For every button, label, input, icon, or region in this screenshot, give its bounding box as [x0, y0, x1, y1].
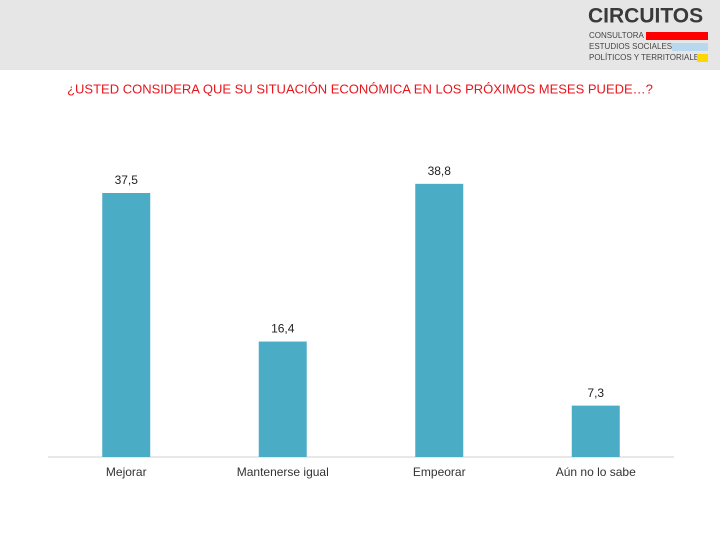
- logo-stripe: [672, 43, 708, 51]
- value-label: 37,5: [115, 173, 139, 187]
- chart-title: ¿USTED CONSIDERA QUE SU SITUACIÓN ECONÓM…: [67, 81, 653, 96]
- x-tick-label: Empeorar: [413, 465, 466, 479]
- value-label: 16,4: [271, 322, 295, 336]
- logo-stripe: [697, 54, 708, 62]
- tagline: CONSULTORA DE: [589, 31, 657, 40]
- bar: [258, 341, 307, 457]
- logo-stripe: [646, 32, 708, 40]
- x-tick-label: Mejorar: [106, 465, 147, 479]
- value-label: 7,3: [587, 386, 604, 400]
- bar: [571, 405, 620, 457]
- bar: [102, 193, 151, 457]
- header-band: [0, 0, 720, 70]
- logo: CIRCUITOS: [588, 5, 703, 28]
- value-label: 38,8: [428, 164, 452, 178]
- tagline: ESTUDIOS SOCIALES,: [589, 42, 674, 51]
- x-tick-label: Mantenerse igual: [237, 465, 329, 479]
- tagline: POLÍTICOS Y TERRITORIALES: [589, 53, 704, 62]
- bar: [415, 183, 464, 457]
- x-tick-label: Aún no lo sabe: [556, 465, 636, 479]
